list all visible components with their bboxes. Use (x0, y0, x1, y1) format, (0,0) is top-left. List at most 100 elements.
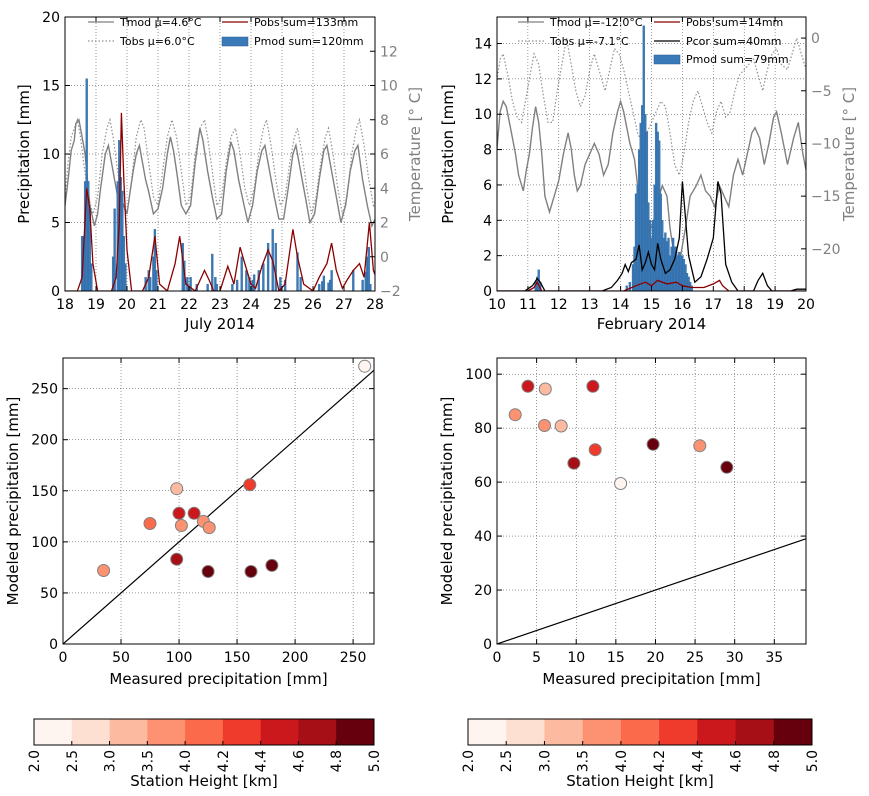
pmod-bar (211, 253, 214, 291)
colorbar-segment (147, 719, 186, 745)
x-tick-label: 18 (735, 297, 753, 313)
y-tick-label: 0 (483, 284, 492, 300)
pmod-bar (330, 270, 333, 291)
x-axis-label: Measured precipitation [mm] (542, 670, 760, 688)
pmod-bar (361, 279, 364, 291)
scatter-point (172, 506, 186, 520)
x-tick-label: 14 (612, 297, 630, 313)
x-tick-label: 25 (273, 297, 291, 313)
scatter-point (521, 379, 535, 393)
x-tick-label: 13 (581, 297, 599, 313)
colorbar-tick-label: 3.0 (103, 750, 119, 772)
y-tick-label: 10 (42, 147, 60, 163)
scatter-point (243, 478, 257, 492)
x-tick-label: 27 (335, 297, 353, 313)
y-right-tick-label: 8 (380, 113, 389, 129)
y-tick-label: 12 (474, 72, 492, 88)
colorbar-segment (544, 719, 584, 745)
x-tick-label: 26 (304, 297, 322, 313)
colorbar-frame (33, 718, 375, 746)
colorbar-tick-label: 2.5 (499, 750, 515, 772)
x-tick-label: 20 (647, 650, 665, 666)
scatter-panel-scatter_feb: 0 5 10 15 20 25 30 35 0 20 40 60 80 100 Measured preci… (438, 357, 807, 688)
scatter-point (174, 519, 188, 532)
tmod-series-line (65, 118, 375, 229)
plot-area (63, 369, 374, 644)
colorbar-colorbar_left: 2.0 2.5 3.0 3.5 4.0 4.2 4.4 4.6 4.8 5.0 Station He… (27, 718, 383, 790)
plot-area (497, 25, 806, 291)
colorbar-segment (298, 719, 337, 745)
scatter-point (614, 477, 628, 490)
x-tick-label: 0 (59, 650, 68, 666)
colorbar-tick-label: 3.5 (576, 750, 592, 772)
y-tick-label: 10 (474, 107, 492, 123)
legend-swatch (653, 54, 681, 65)
colorbar-segment (506, 719, 545, 745)
scatter-point (97, 564, 111, 577)
pmod-bar (245, 270, 248, 291)
legend-label: Tmod μ=-12.0°C (549, 16, 643, 29)
colorbar-tick-label: 2.0 (461, 750, 477, 772)
colorbar-tick-label: 5.0 (367, 750, 383, 772)
pmod-bar (113, 208, 116, 291)
colorbar-segment (34, 719, 73, 745)
colorbar-tick-label: 3.5 (140, 750, 156, 772)
x-tick-label: 20 (797, 297, 815, 313)
x-axis-label: Measured precipitation [mm] (109, 670, 327, 688)
legend-label: Pcor sum=40mm (686, 35, 782, 48)
colorbar-tick-label: 4.4 (254, 750, 270, 772)
y-tick-label: 150 (31, 484, 58, 500)
x-tick-label: 22 (180, 297, 198, 313)
pmod-bar (690, 285, 693, 291)
colorbar-label: Station Height [km] (566, 772, 713, 790)
x-tick-label: 10 (567, 650, 585, 666)
y-right-tick-label: 10 (380, 79, 398, 95)
axes-frame (62, 357, 375, 645)
y-axis-label: Modeled precipitation [mm] (438, 397, 456, 606)
y-tick-label: 6 (483, 178, 492, 194)
pobs-series-line (65, 112, 375, 291)
pmod-bar (299, 277, 302, 291)
y-tick-label: 100 (31, 535, 58, 551)
scatter-point (143, 517, 157, 530)
scatter-point (554, 419, 568, 433)
scatter-point (244, 565, 258, 578)
pmod-bar (274, 242, 277, 291)
y-right-axis-label: Temperature [° C] (406, 87, 424, 222)
y-tick-label: 50 (40, 586, 58, 602)
colorbar-segment (735, 719, 775, 745)
y-tick-label: 5 (51, 216, 60, 232)
colorbar-tick-label: 4.2 (216, 750, 232, 772)
x-tick-label: 50 (112, 650, 130, 666)
x-tick-label: 21 (149, 297, 167, 313)
pmod-bar (266, 242, 270, 291)
scatter-point (646, 437, 660, 451)
x-tick-label: 25 (686, 650, 704, 666)
y-tick-label: 2 (483, 249, 492, 265)
x-tick-label: 35 (765, 650, 783, 666)
x-tick-label: 16 (673, 297, 691, 313)
y-tick-label: 80 (474, 421, 492, 437)
y-tick-label: 0 (51, 284, 60, 300)
y-tick-label: 14 (474, 37, 492, 53)
timeseries-panel-july: 18 19 20 21 22 23 24 25 26 27 2805101520−202468101… (15, 10, 424, 333)
scatter-point (201, 565, 215, 578)
legend-label: Tobs μ=-7.1°C (549, 35, 629, 48)
y-right-tick-label: 6 (380, 147, 389, 163)
scatter-point (567, 456, 581, 470)
y-tick-label: 20 (42, 10, 60, 26)
pmod-bar (628, 282, 632, 291)
scatter-point (508, 408, 522, 422)
y-tick-label: 250 (31, 382, 58, 398)
tobs-series-line (65, 117, 375, 217)
x-tick-label: 18 (56, 297, 74, 313)
y-tick-label: 100 (465, 367, 492, 383)
x-axis-label: February 2014 (597, 315, 706, 333)
colorbar-tick-label: 3.0 (537, 750, 553, 772)
y-right-tick-label: −15 (811, 189, 841, 205)
pmod-bar (189, 277, 192, 291)
colorbar-tick-label: 4.2 (652, 750, 668, 772)
y-tick-label: 40 (474, 529, 492, 545)
y-right-axis-label: Temperature [° C] (840, 87, 858, 222)
legend-swatch (221, 36, 249, 47)
